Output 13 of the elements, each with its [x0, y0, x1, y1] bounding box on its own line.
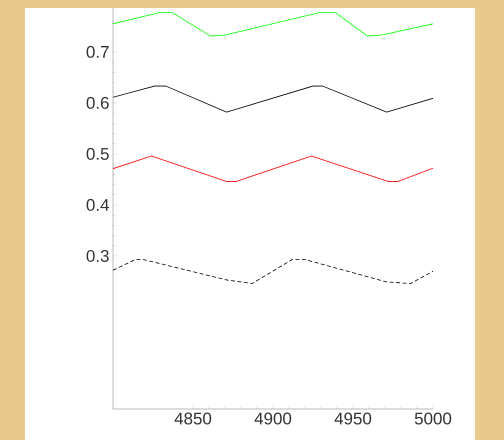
y-tick-label: 0.7: [86, 46, 109, 58]
y-tick-label: 0.5: [86, 148, 109, 160]
x-tick-label: 4850: [174, 412, 212, 425]
x-tick-label: 4900: [254, 412, 292, 425]
line-series: [113, 12, 434, 36]
line-series: [113, 156, 434, 182]
y-tick-label: 0.6: [86, 96, 109, 109]
x-tick-label: 5000: [414, 412, 452, 425]
line-series: [113, 259, 434, 284]
y-tick-label: 0.3: [86, 250, 109, 262]
x-tick-label: 4950: [334, 412, 372, 425]
line-series: [113, 86, 434, 112]
y-tick-label: 0.4: [86, 198, 109, 211]
